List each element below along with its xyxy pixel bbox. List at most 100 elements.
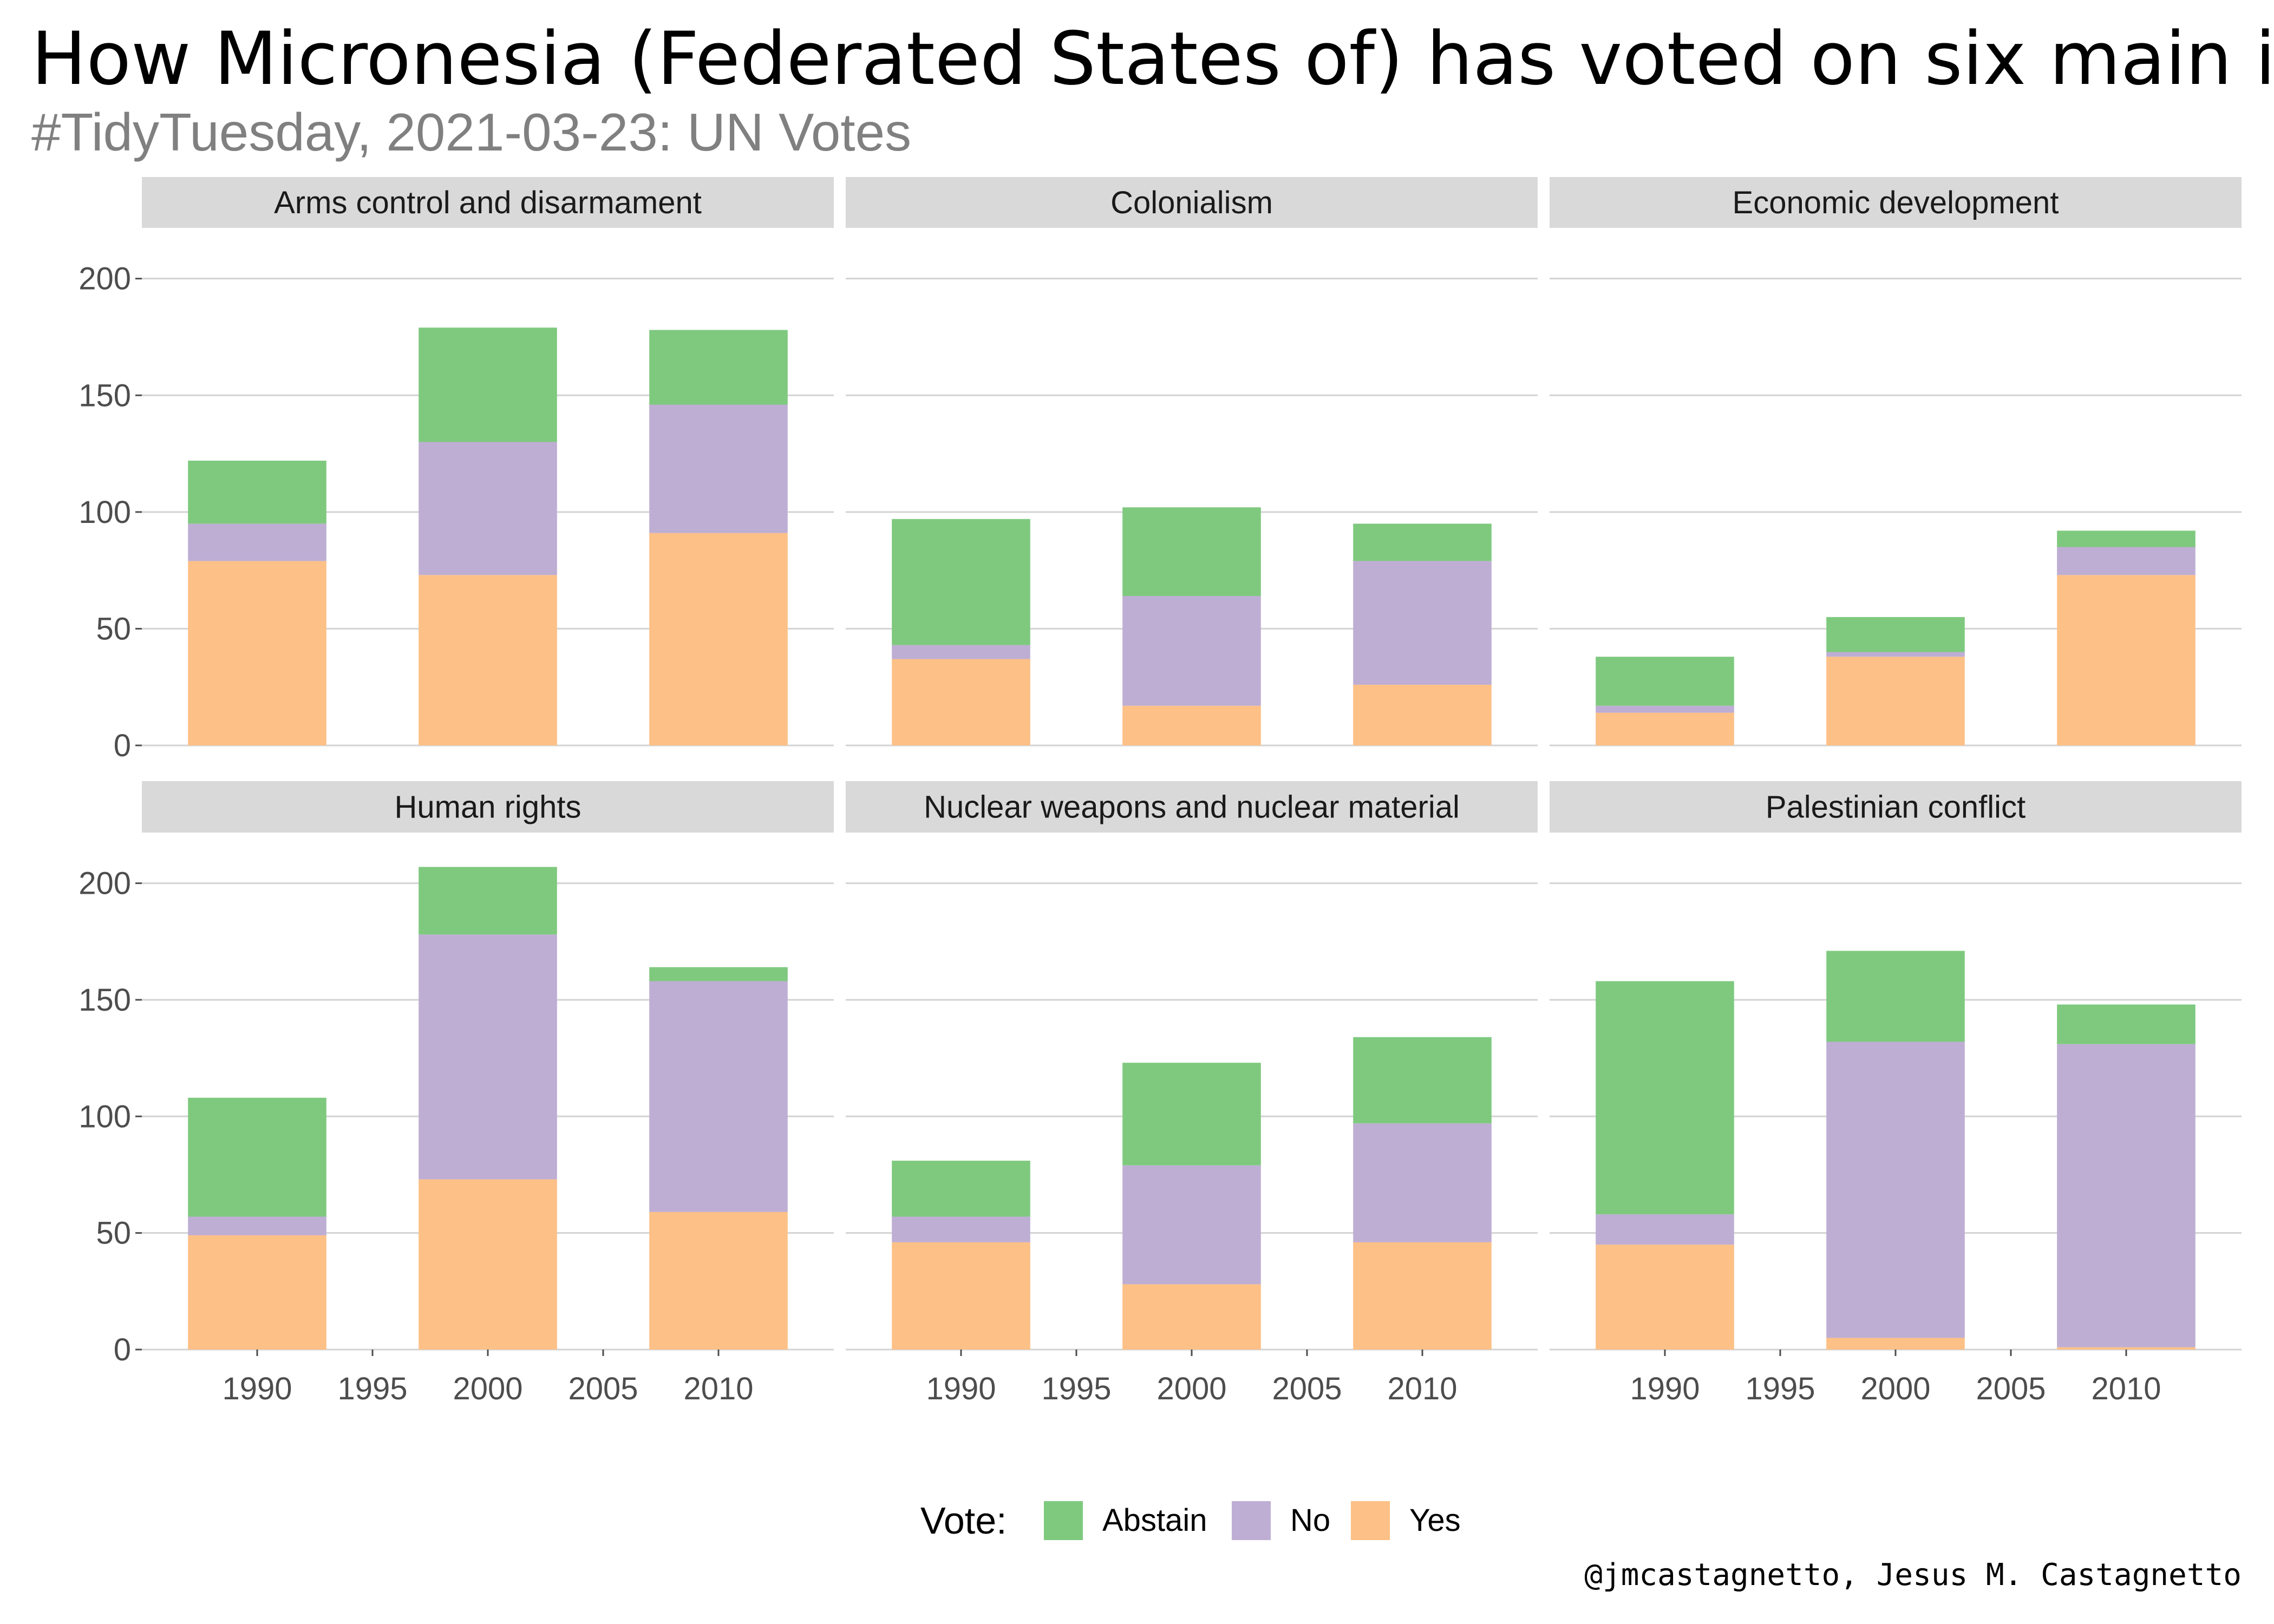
x-tick-label: 1990 — [926, 1371, 996, 1406]
x-tick-label: 1995 — [1041, 1371, 1111, 1406]
legend-key-abstain — [1044, 1501, 1083, 1540]
facet-strip — [846, 177, 1538, 228]
bar-yes-2010 — [2057, 1347, 2195, 1350]
legend-label-abstain: Abstain — [1102, 1503, 1207, 1538]
bar-yes-2010 — [649, 1212, 788, 1350]
legend: Vote: Abstain No Yes — [920, 1499, 1461, 1542]
bar-no-2000 — [1122, 596, 1261, 706]
legend-title: Vote: — [920, 1499, 1007, 1542]
bar-abstain-2000 — [1826, 617, 1965, 652]
bar-no-1990 — [188, 1216, 326, 1235]
legend-label-yes: Yes — [1409, 1503, 1461, 1538]
y-tick-label: 100 — [79, 1099, 131, 1134]
bar-abstain-2000 — [1826, 951, 1965, 1042]
x-tick-label: 2010 — [1387, 1371, 1457, 1406]
bar-no-1990 — [1596, 1214, 1734, 1245]
bar-no-2000 — [1826, 652, 1965, 657]
bar-abstain-2000 — [1122, 507, 1261, 597]
bar-yes-1990 — [188, 1235, 326, 1350]
bar-yes-2010 — [1353, 684, 1492, 745]
bar-abstain-1990 — [188, 460, 326, 524]
bar-yes-1990 — [1596, 1245, 1734, 1350]
bar-abstain-2010 — [1353, 1037, 1492, 1124]
x-tick-label: 2005 — [1272, 1371, 1342, 1406]
legend-key-no — [1232, 1501, 1271, 1540]
facet-strip-label: Human rights — [395, 790, 581, 825]
bar-no-2010 — [2057, 547, 2195, 575]
facet-strip — [846, 781, 1538, 833]
bar-yes-2010 — [2057, 575, 2195, 745]
bar-no-2000 — [419, 442, 557, 575]
panel-human-rights: Human rights 0 50 100 150 200 1990 1995 2000 2005… — [79, 781, 834, 1406]
panel-nuclear-weapons-and-nuclear-material: Nuclear weapons and nuclear material 1990… — [846, 781, 1538, 1406]
legend-label-no: No — [1290, 1503, 1330, 1538]
bar-no-1990 — [188, 523, 326, 561]
facet-strip — [142, 177, 834, 228]
bar-abstain-2010 — [649, 967, 788, 981]
y-tick-label: 200 — [79, 261, 131, 297]
legend-key-yes — [1351, 1501, 1390, 1540]
chart-subtitle: #TidyTuesday, 2021-03-23: UN Votes — [31, 102, 911, 162]
y-tick-label: 50 — [96, 611, 131, 646]
chart-caption: @jmcastagnetto, Jesus M. Castagnetto — [1584, 1557, 2242, 1593]
x-tick-label: 2005 — [568, 1371, 638, 1406]
bar-abstain-2000 — [419, 328, 557, 442]
panel-palestinian-conflict: Palestinian conflict 1990 1995 2000 2005 2010 — [1550, 781, 2242, 1406]
bar-yes-1990 — [892, 659, 1030, 745]
bar-yes-2000 — [419, 575, 557, 745]
bar-no-2000 — [1122, 1165, 1261, 1285]
bar-no-2000 — [1826, 1042, 1965, 1338]
bar-abstain-1990 — [1596, 981, 1734, 1215]
bar-yes-2010 — [649, 533, 788, 745]
bar-abstain-2010 — [1353, 523, 1492, 561]
y-tick-label: 150 — [79, 983, 131, 1018]
facet-panels: Arms control and disarmament 0 50 100 150 200… — [79, 177, 2242, 1406]
facet-strip-label: Arms control and disarmament — [274, 185, 702, 220]
y-tick-label: 100 — [79, 495, 131, 530]
bar-abstain-1990 — [1596, 657, 1734, 706]
bar-no-2010 — [2057, 1044, 2195, 1347]
bar-yes-2000 — [1826, 657, 1965, 745]
bar-abstain-2000 — [1122, 1063, 1261, 1165]
bar-yes-1990 — [1596, 712, 1734, 745]
bar-abstain-2010 — [2057, 531, 2195, 547]
bar-no-1990 — [892, 645, 1030, 659]
facet-strip — [1550, 177, 2242, 228]
chart-title: How Micronesia (Federated States of) has… — [31, 16, 2274, 101]
x-tick-label: 2010 — [2091, 1371, 2161, 1406]
bar-no-2010 — [1353, 1123, 1492, 1242]
x-tick-label: 2010 — [683, 1371, 753, 1406]
y-tick-label: 150 — [79, 378, 131, 413]
bar-no-2000 — [419, 934, 557, 1180]
bar-no-2010 — [649, 404, 788, 533]
bar-no-1990 — [1596, 705, 1734, 713]
bar-abstain-2010 — [2057, 1004, 2195, 1044]
facet-strip-label: Economic development — [1733, 185, 2059, 220]
facet-strip-label: Palestinian conflict — [1766, 790, 2025, 825]
facet-strip-label: Colonialism — [1110, 185, 1273, 220]
y-tick-label: 0 — [114, 728, 131, 763]
panel-arms-control-and-disarmament: Arms control and disarmament 0 50 100 150 200 — [79, 177, 834, 763]
bar-yes-2000 — [1122, 705, 1261, 745]
bar-yes-1990 — [188, 561, 326, 745]
y-tick-label: 200 — [79, 866, 131, 901]
y-tick-label: 0 — [114, 1332, 131, 1367]
bar-no-1990 — [892, 1216, 1030, 1242]
x-tick-label: 1995 — [337, 1371, 407, 1406]
panel-colonialism: Colonialism — [846, 177, 1538, 746]
bar-yes-2000 — [1826, 1338, 1965, 1350]
bar-abstain-2000 — [419, 867, 557, 935]
bar-no-2010 — [649, 981, 788, 1212]
panel-economic-development: Economic development — [1550, 177, 2242, 746]
x-tick-label: 2000 — [453, 1371, 522, 1406]
bar-abstain-2010 — [649, 330, 788, 405]
bar-yes-1990 — [892, 1242, 1030, 1350]
bar-yes-2000 — [1122, 1284, 1261, 1350]
bar-abstain-1990 — [892, 1161, 1030, 1217]
facet-strip-label: Nuclear weapons and nuclear material — [924, 790, 1460, 825]
bar-abstain-1990 — [892, 519, 1030, 645]
x-tick-label: 1990 — [222, 1371, 292, 1406]
x-tick-label: 2005 — [1976, 1371, 2046, 1406]
bar-abstain-1990 — [188, 1097, 326, 1217]
facet-strip — [1550, 781, 2242, 833]
